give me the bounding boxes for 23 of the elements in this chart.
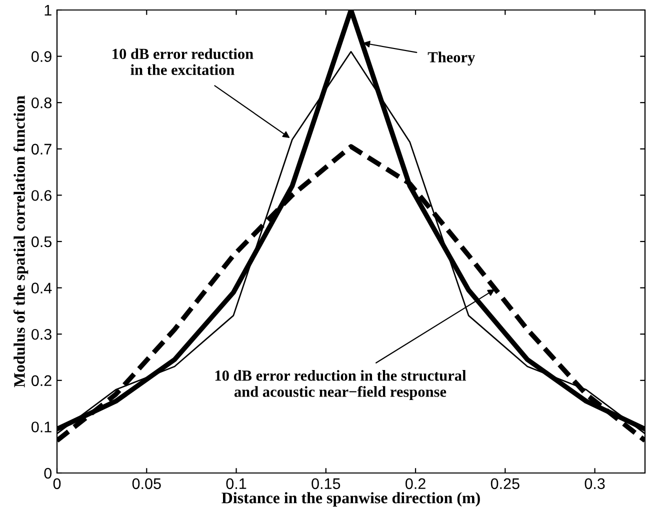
y-tick-label: 0 xyxy=(44,468,52,479)
y-tick-label: 0.8 xyxy=(32,97,52,108)
y-tick-label: 0.1 xyxy=(32,422,52,432)
annotation: 10 dB error reduction in the excitation xyxy=(112,48,254,76)
y-tick-label: 0.4 xyxy=(32,282,52,294)
x-tick-label: 0 xyxy=(53,478,61,490)
y-tick-label: 0.9 xyxy=(32,51,52,62)
x-tick-label: 0.1 xyxy=(226,478,246,490)
annotation: 10 dB error reduction in the structural and acoustic near−field response xyxy=(215,370,466,400)
x-tick-label: 0.2 xyxy=(406,478,426,490)
y-tick-label: 0.7 xyxy=(32,144,52,155)
y-tick-label: 1 xyxy=(44,5,52,16)
x-tick-label: 0.25 xyxy=(490,478,520,490)
x-tick-label: 0.05 xyxy=(132,478,161,490)
y-tick-label: 0.2 xyxy=(32,375,52,386)
annotation: Theory xyxy=(428,52,476,66)
y-tick-label: 0.3 xyxy=(32,328,52,340)
y-tick-label: 0.6 xyxy=(32,190,52,201)
y-tick-label: 0.5 xyxy=(32,236,52,248)
x-tick-label: 0.3 xyxy=(584,478,605,490)
y-axis-title: Modulus of the spatial correlation function xyxy=(13,96,28,388)
x-tick-label: 0.15 xyxy=(312,478,340,490)
x-axis-title: Distance in the spanwise direction (m) xyxy=(222,492,480,507)
